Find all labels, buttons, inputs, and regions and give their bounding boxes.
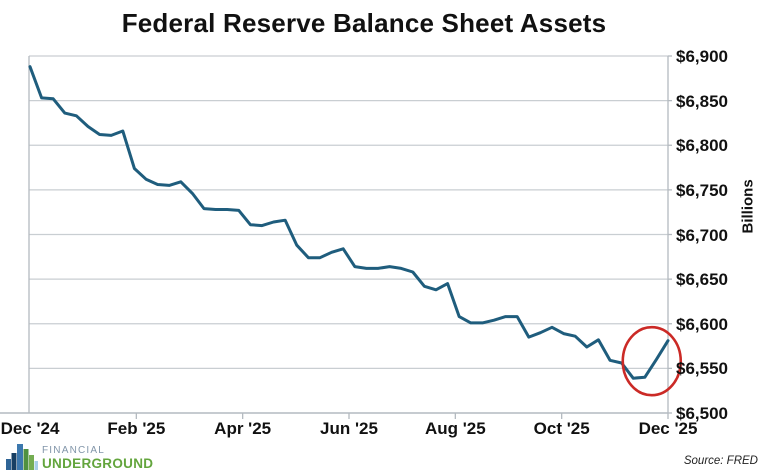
y-tick-label: $6,650 bbox=[676, 270, 728, 290]
highlight-ellipse bbox=[621, 325, 683, 397]
x-tick-label: Jun '25 bbox=[320, 419, 378, 438]
financial-underground-logo: FINANCIAL UNDERGROUND bbox=[6, 444, 153, 470]
x-tick-label: Aug '25 bbox=[424, 419, 486, 438]
y-tick-label: $6,900 bbox=[676, 47, 728, 66]
y-tick-label: $6,750 bbox=[676, 180, 728, 200]
x-tick-label: Oct '25 bbox=[533, 419, 590, 438]
logo-text: FINANCIAL UNDERGROUND bbox=[42, 444, 154, 471]
source-note: Source: FRED bbox=[683, 455, 758, 467]
logo-line-financial: FINANCIAL bbox=[42, 444, 106, 456]
x-tick-label: Dec '24 bbox=[0, 419, 60, 438]
y-tick-label: $6,550 bbox=[676, 359, 728, 379]
y-tick-label: $6,500 bbox=[676, 404, 728, 423]
balance-sheet-line bbox=[28, 65, 670, 380]
x-tick-label: Apr '25 bbox=[214, 419, 272, 438]
y-tick-label: $6,700 bbox=[676, 225, 728, 245]
bar-chart-skyline-icon bbox=[6, 444, 38, 470]
x-tick-label: Dec '25 bbox=[638, 419, 698, 438]
y-axis-title: Billions bbox=[739, 179, 757, 234]
y-tick-label: $6,850 bbox=[676, 91, 728, 111]
y-tick-label: $6,800 bbox=[676, 136, 728, 156]
chart-title: Federal Reserve Balance Sheet Assets bbox=[121, 8, 607, 38]
y-tick-label: $6,600 bbox=[676, 314, 728, 334]
x-tick-label: Feb '25 bbox=[107, 419, 166, 438]
logo-line-underground: UNDERGROUND bbox=[42, 455, 154, 471]
